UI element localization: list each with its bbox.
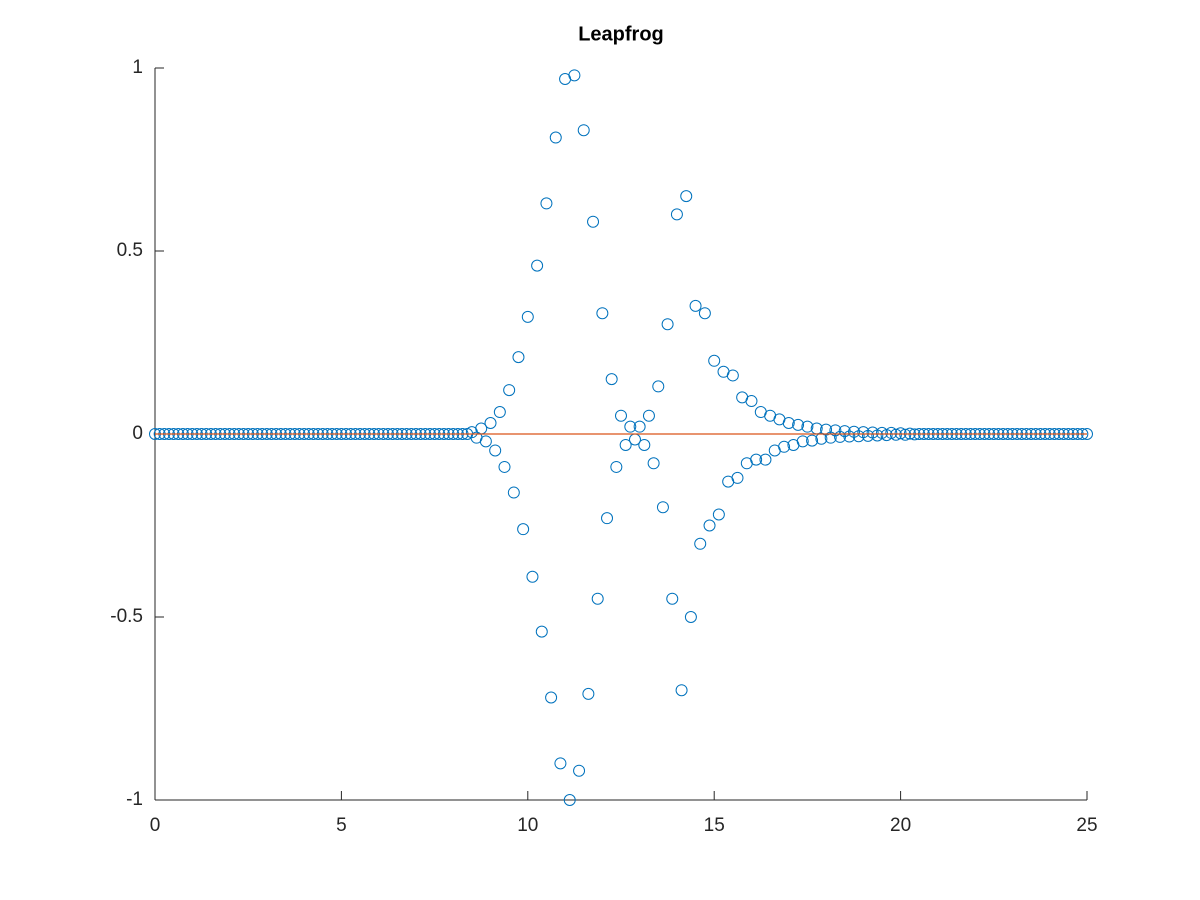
marker — [489, 444, 502, 457]
marker — [680, 190, 693, 203]
marker — [587, 215, 600, 228]
marker — [601, 512, 614, 525]
marker — [708, 354, 721, 367]
marker — [615, 409, 627, 422]
marker — [848, 425, 860, 438]
y-tick-label: 0.5 — [117, 240, 143, 261]
marker — [801, 420, 814, 433]
marker — [563, 794, 576, 806]
marker — [759, 453, 772, 466]
marker — [549, 131, 562, 144]
marker — [899, 428, 912, 441]
marker — [656, 501, 669, 514]
marker — [670, 208, 683, 221]
marker — [531, 259, 544, 272]
marker — [792, 418, 805, 431]
chart-title: Leapfrog — [578, 23, 664, 45]
y-tick-label: -0.5 — [110, 606, 143, 627]
x-tick-label: 5 — [336, 815, 347, 836]
y-tick-label: 0 — [132, 423, 143, 444]
marker — [694, 537, 707, 550]
marker — [666, 592, 679, 605]
marker — [554, 757, 567, 770]
marker — [782, 417, 795, 430]
marker — [647, 457, 660, 470]
marker — [750, 453, 763, 466]
x-tick-label: 15 — [704, 815, 725, 836]
marker — [796, 435, 809, 448]
marker — [843, 430, 856, 443]
y-tick-label: 1 — [132, 57, 143, 78]
marker — [857, 426, 870, 439]
marker — [498, 460, 511, 473]
marker — [889, 428, 902, 441]
marker — [573, 764, 586, 777]
marker — [577, 124, 590, 137]
marker — [633, 420, 646, 433]
marker — [619, 438, 632, 451]
marker — [582, 687, 595, 700]
marker — [642, 409, 655, 422]
marker — [479, 435, 492, 448]
marker — [545, 691, 558, 704]
y-tick-label: -1 — [126, 789, 143, 810]
x-tick-label: 10 — [517, 815, 538, 836]
marker — [507, 486, 520, 499]
marker — [638, 438, 651, 451]
marker — [591, 592, 604, 605]
marker — [661, 318, 674, 331]
marker — [745, 395, 758, 408]
marker — [894, 427, 907, 440]
marker — [703, 519, 716, 532]
marker — [652, 380, 665, 393]
marker — [540, 197, 553, 210]
marker — [605, 373, 618, 386]
marker — [493, 406, 506, 419]
marker — [778, 440, 791, 453]
marker — [824, 431, 837, 444]
marker — [517, 523, 530, 536]
marker — [624, 420, 637, 433]
marker — [698, 307, 711, 320]
marker — [503, 384, 516, 397]
marker — [512, 351, 525, 364]
marker — [689, 299, 702, 312]
marker — [610, 460, 623, 473]
marker — [806, 434, 819, 447]
x-tick-label: 0 — [150, 815, 161, 836]
marker — [675, 684, 688, 697]
marker — [731, 471, 744, 484]
marker — [712, 508, 725, 521]
marker — [829, 424, 842, 437]
marker — [852, 430, 865, 443]
x-tick-label: 25 — [1076, 815, 1097, 836]
x-tick-label: 20 — [890, 815, 911, 836]
marker — [526, 570, 539, 583]
marker — [535, 625, 548, 638]
marker — [484, 417, 497, 430]
marker — [521, 310, 534, 323]
marker — [568, 69, 581, 82]
marker — [596, 307, 609, 320]
marker — [684, 611, 697, 623]
marker — [726, 369, 739, 382]
